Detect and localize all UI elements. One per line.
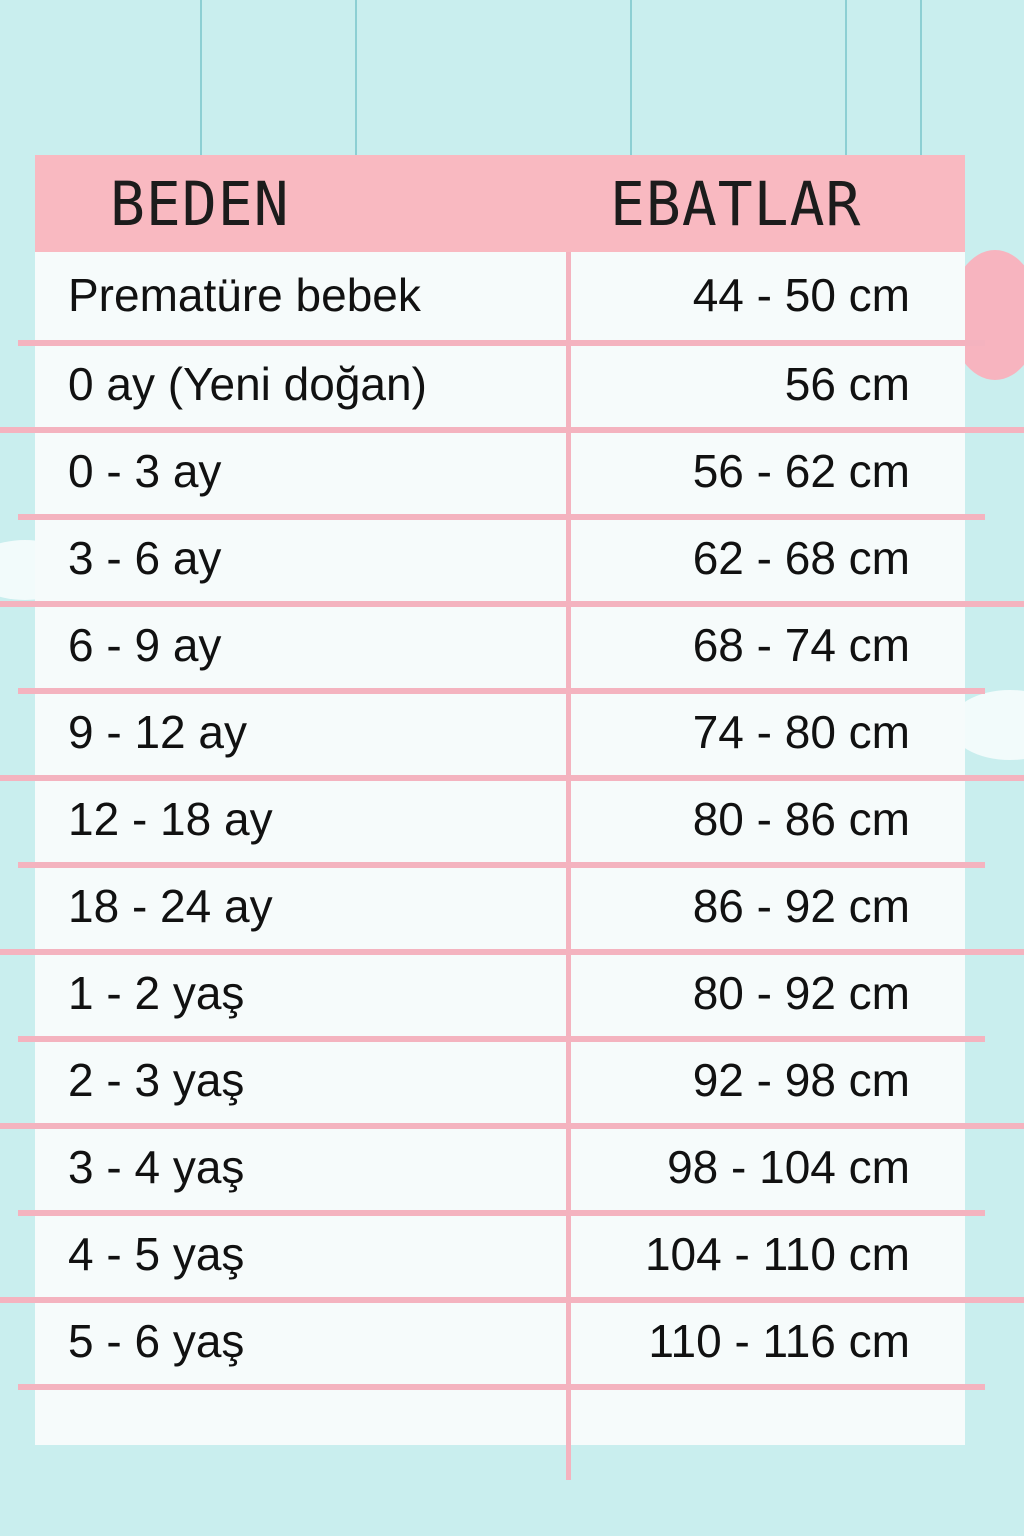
row-divider bbox=[18, 1210, 985, 1216]
size-cell: Prematüre bebek bbox=[68, 268, 421, 321]
dimension-cell: 74 - 80 cm bbox=[692, 705, 910, 758]
row-divider bbox=[18, 514, 985, 520]
row-divider bbox=[18, 862, 985, 868]
dimension-cell: 56 cm bbox=[784, 357, 910, 410]
dimension-cell: 92 - 98 cm bbox=[692, 1053, 910, 1106]
row-divider bbox=[18, 340, 985, 346]
size-cell: 1 - 2 yaş bbox=[68, 966, 245, 1019]
size-cell: 2 - 3 yaş bbox=[68, 1053, 245, 1106]
dimension-cell: 80 - 92 cm bbox=[692, 966, 910, 1019]
hanging-string bbox=[920, 0, 922, 155]
dimension-cell: 44 - 50 cm bbox=[692, 268, 910, 321]
hanging-string bbox=[845, 0, 847, 155]
size-cell: 3 - 6 ay bbox=[68, 531, 222, 584]
row-divider bbox=[0, 427, 1024, 433]
row-divider bbox=[18, 1036, 985, 1042]
dimension-cell: 98 - 104 cm bbox=[667, 1140, 910, 1193]
dimension-cell: 104 - 110 cm bbox=[644, 1227, 910, 1280]
size-chart-panel bbox=[35, 155, 965, 1445]
size-cell: 3 - 4 yaş bbox=[68, 1140, 245, 1193]
dimension-cell: 56 - 62 cm bbox=[692, 444, 910, 497]
dimension-cell: 80 - 86 cm bbox=[692, 792, 910, 845]
size-cell: 18 - 24 ay bbox=[68, 879, 273, 932]
size-cell: 6 - 9 ay bbox=[68, 618, 222, 671]
dimension-cell: 62 - 68 cm bbox=[692, 531, 910, 584]
size-cell: 12 - 18 ay bbox=[68, 792, 273, 845]
header-beden: BEDEN bbox=[110, 168, 290, 240]
row-divider bbox=[0, 775, 1024, 781]
dimension-cell: 110 - 116 cm bbox=[648, 1314, 910, 1367]
hanging-string bbox=[355, 0, 357, 155]
row-divider bbox=[0, 601, 1024, 607]
size-cell: 4 - 5 yaş bbox=[68, 1227, 245, 1280]
dimension-cell: 68 - 74 cm bbox=[692, 618, 910, 671]
dimension-cell: 86 - 92 cm bbox=[692, 879, 910, 932]
hanging-string bbox=[630, 0, 632, 155]
table-header bbox=[35, 155, 965, 252]
hanging-string bbox=[200, 0, 202, 155]
size-cell: 0 ay (Yeni doğan) bbox=[68, 357, 427, 410]
row-divider bbox=[0, 1123, 1024, 1129]
row-divider bbox=[18, 1384, 985, 1390]
row-divider bbox=[18, 688, 985, 694]
row-divider bbox=[0, 1297, 1024, 1303]
size-cell: 9 - 12 ay bbox=[68, 705, 247, 758]
size-cell: 0 - 3 ay bbox=[68, 444, 222, 497]
row-divider bbox=[0, 949, 1024, 955]
size-cell: 5 - 6 yaş bbox=[68, 1314, 245, 1367]
header-ebatlar: EBATLAR bbox=[610, 168, 862, 240]
